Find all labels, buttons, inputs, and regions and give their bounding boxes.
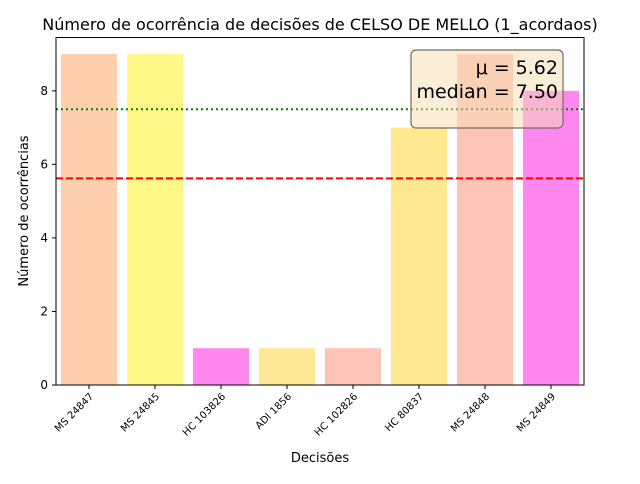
stats-annotation: μ = 5.62 median = 7.50 xyxy=(410,49,564,129)
median-annotation-text: median = 7.50 xyxy=(416,81,558,103)
x-axis-ticks: MS 24847 MS 24845 HC 103826 ADI 1856 HC 1028… xyxy=(53,385,558,439)
x-tick-label: HC 80837 xyxy=(383,391,426,434)
bar xyxy=(126,54,184,386)
x-tick-label: MS 24848 xyxy=(449,391,492,434)
y-tick-label: 8 xyxy=(40,84,48,98)
x-tick-label: HC 102826 xyxy=(313,391,360,438)
x-tick-label: HC 103826 xyxy=(181,391,228,438)
y-tick-label: 2 xyxy=(40,304,48,318)
y-tick-label: 6 xyxy=(40,157,48,171)
x-tick-label: MS 24845 xyxy=(119,391,162,434)
mean-annotation-text: μ = 5.62 xyxy=(476,57,558,79)
bar xyxy=(258,348,316,385)
bar xyxy=(324,348,382,385)
y-tick-label: 0 xyxy=(40,378,48,392)
x-tick-label: ADI 1856 xyxy=(254,391,294,431)
bar xyxy=(60,54,118,386)
stats-annotation-box xyxy=(410,49,564,129)
plot-frame xyxy=(55,37,585,386)
x-axis-label: Decisões xyxy=(291,451,349,466)
y-axis-ticks: 0 2 4 6 8 xyxy=(40,84,56,392)
bar xyxy=(522,90,580,385)
y-axis-label: Número de ocorrências xyxy=(17,135,32,286)
x-tick-label: MS 24849 xyxy=(515,391,558,434)
y-tick-label: 4 xyxy=(40,231,48,245)
chart-title: Número de ocorrência de decisões de CELS… xyxy=(42,15,597,35)
bar xyxy=(390,127,448,385)
x-tick-label: MS 24847 xyxy=(53,391,96,434)
bar xyxy=(192,348,250,385)
bars-group xyxy=(60,54,580,386)
